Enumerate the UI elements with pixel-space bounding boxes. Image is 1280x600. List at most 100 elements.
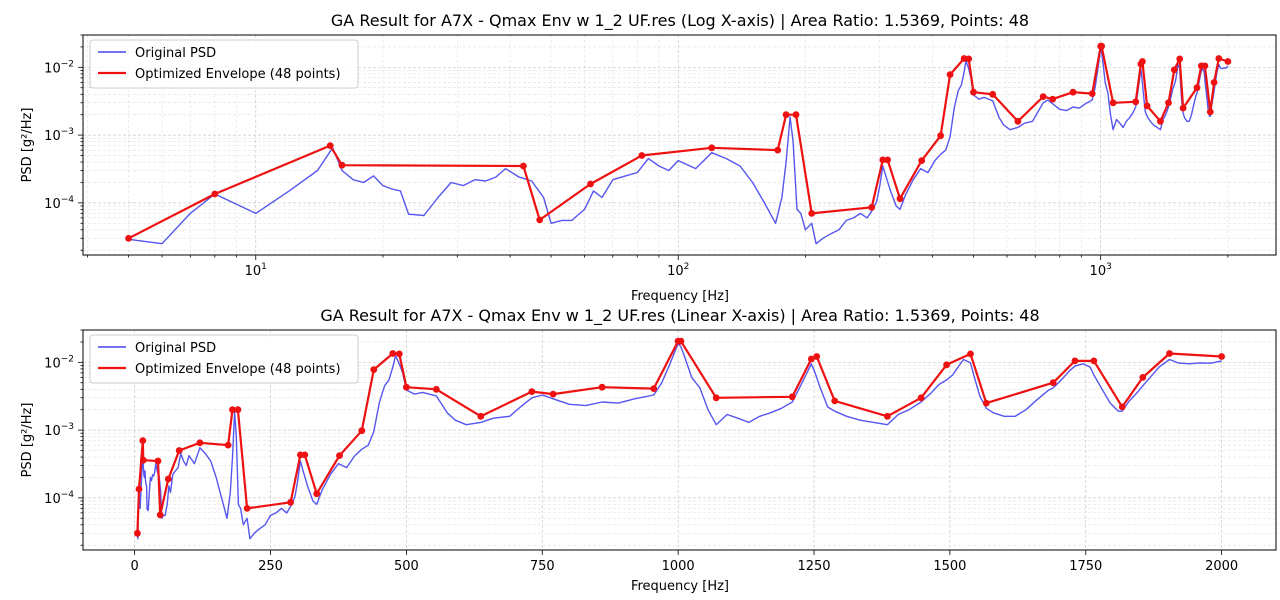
envelope-point [432,385,440,393]
envelope-point [831,397,839,405]
x-tick-label: 102 [667,262,689,279]
envelope-point [287,498,294,506]
envelope-point [1201,62,1209,70]
envelope-point [1090,357,1098,365]
envelope-point [1157,117,1164,125]
envelope-point [774,146,782,154]
x-tick-label: 103 [1090,262,1112,279]
envelope-point [528,388,536,395]
envelope-point [358,427,366,435]
x-tick-label: 101 [245,262,267,279]
legend-envelope-label: Optimized Envelope (48 points) [135,67,341,82]
y-tick-label: 10−3 [44,127,74,144]
envelope-point [520,162,527,170]
x-tick-label: 1500 [933,559,966,574]
x-tick-label: 750 [530,559,555,574]
envelope-point [229,406,236,414]
envelope-point [135,485,143,493]
envelope-point [139,437,147,444]
envelope-point [389,350,397,357]
envelope-point [917,394,925,402]
envelope-point [370,366,378,373]
x-tick-label: 2000 [1205,559,1238,574]
log-x-plot: GA Result for A7X - Qmax Env w 1_2 UF.re… [20,11,1277,304]
envelope-point [650,385,658,392]
envelope-point [782,111,790,119]
envelope-point [943,361,950,369]
y-tick-label: 10−4 [44,490,74,507]
envelope-point [587,180,594,188]
envelope-point [154,457,162,465]
x-tick-label: 1250 [797,559,830,574]
envelope-point [1143,102,1151,110]
envelope-point [164,475,172,483]
envelope-point [1139,58,1146,65]
envelope-point [967,350,974,358]
envelope-point [125,234,132,242]
envelope-point [879,156,887,164]
envelope-point [1014,117,1022,125]
envelope-point [989,90,997,98]
envelope-point [1210,79,1218,86]
envelope-point [211,190,219,198]
plot-title: GA Result for A7X - Qmax Env w 1_2 UF.re… [331,11,1029,31]
envelope-point [477,412,485,420]
envelope-point [326,142,334,150]
envelope-point [403,383,410,391]
x-tick-label: 1000 [662,559,695,574]
plot-frame [82,34,1277,256]
envelope-point [1088,90,1096,97]
envelope-line [128,45,1229,240]
legend-envelope-label: Optimized Envelope (48 points) [135,362,341,377]
envelope-point [677,337,685,345]
y-axis-label: PSD [g²/Hz] [20,403,35,478]
envelope-point [868,203,876,211]
envelope-point [1215,55,1223,62]
envelope-point [243,505,251,512]
envelope-point [1193,84,1201,92]
envelope-point [336,452,343,459]
envelope-point [808,210,816,217]
y-tick-label: 10−2 [44,354,74,371]
envelope-point [1224,58,1232,65]
y-axis-label: PSD [g²/Hz] [20,108,35,183]
envelope-point [792,111,800,119]
linear-x-plot: GA Result for A7X - Qmax Env w 1_2 UF.re… [20,306,1277,594]
psd-line [136,342,1222,540]
envelope-point [224,441,232,449]
envelope-point [1179,104,1187,112]
envelope-point [1170,66,1178,74]
envelope-point [139,456,147,464]
envelope-point [884,156,891,164]
envelope-point [1039,93,1047,100]
x-tick-label: 250 [258,559,283,574]
envelope-point [946,71,954,78]
legend-psd-label: Original PSD [135,341,216,356]
envelope-point [970,88,977,96]
plot-title: GA Result for A7X - Qmax Env w 1_2 UF.re… [320,306,1039,326]
envelope-point [1218,353,1225,360]
envelope-series [134,337,1225,537]
envelope-point [1118,403,1126,411]
envelope-point [234,406,242,414]
envelope-point [1049,95,1057,103]
envelope-point [1071,357,1079,365]
x-tick-label: 0 [130,559,138,574]
psd-series [136,342,1222,540]
envelope-point [549,390,557,398]
envelope-point [1165,99,1172,107]
envelope-point [156,511,164,519]
x-axis-label: Frequency [Hz] [631,579,729,594]
legend-box [89,39,359,89]
envelope-point [937,132,944,140]
envelope-point [712,394,720,402]
envelope-point [918,157,926,165]
grid [83,329,1276,550]
legend-box [89,334,359,384]
y-tick-label: 10−2 [44,59,74,76]
envelope-point [175,447,183,454]
envelope-point [313,490,321,498]
envelope-point [1206,108,1214,116]
envelope-point [1069,88,1077,96]
